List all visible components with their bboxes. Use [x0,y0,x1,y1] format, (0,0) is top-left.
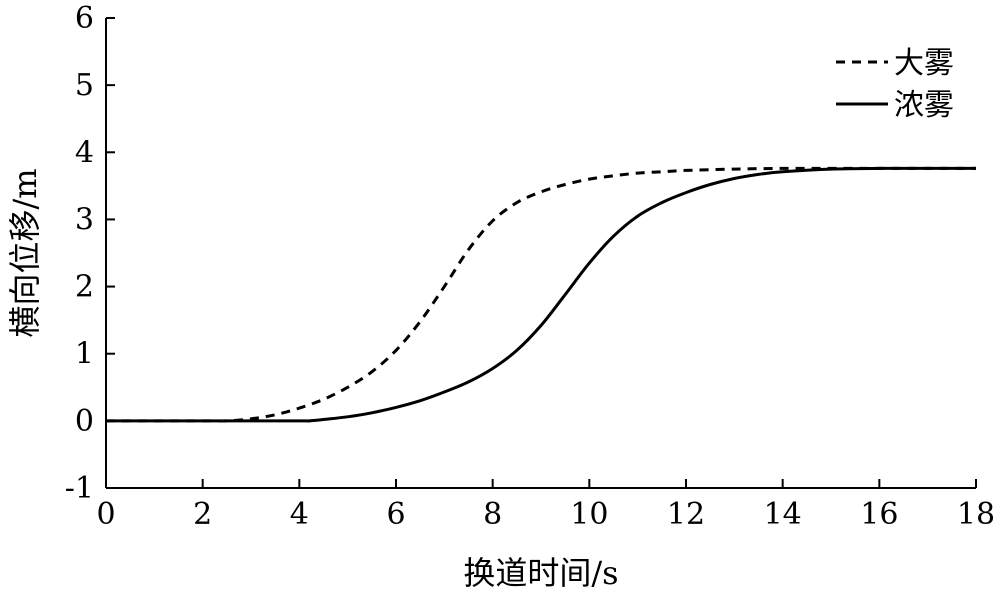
series-line-heavy-fog [106,166,976,423]
x-tick-label: 10 [570,497,608,532]
x-tick-label: 6 [386,497,405,532]
legend: 大雾 浓雾 [836,46,954,123]
plot-area [106,166,976,423]
y-tick-label: 6 [75,1,94,36]
x-tick-label: 2 [193,497,212,532]
axes [105,18,976,489]
legend-label-thick-fog: 浓雾 [894,88,954,123]
y-tick-label: 1 [75,337,94,372]
x-tick-label: 18 [957,497,995,532]
legend-label-heavy-fog: 大雾 [894,46,954,81]
x-tick-label: 16 [860,497,898,532]
y-tick-label: 5 [75,68,94,103]
x-tick-label: 4 [290,497,309,532]
y-tick-label: -1 [65,471,94,506]
x-tick-label: 12 [667,497,705,532]
y-axis-title: 横向位移/m [6,168,44,337]
series-line-thick-fog [106,166,976,423]
y-tick-label: 4 [75,135,94,170]
x-tick-label: 0 [96,497,115,532]
y-tick-label: 2 [75,270,94,305]
x-tick-label: 14 [764,497,802,532]
y-tick-label: 0 [75,404,94,439]
x-axis-title: 换道时间/s [463,554,618,591]
x-tick-label: 8 [483,497,502,532]
y-tick-label: 3 [75,202,94,237]
